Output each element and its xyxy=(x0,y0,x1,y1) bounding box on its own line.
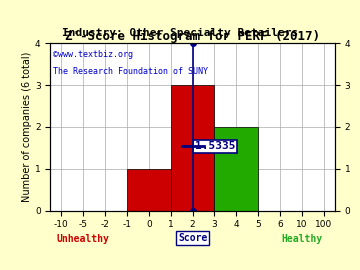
Bar xyxy=(127,169,171,211)
Text: Healthy: Healthy xyxy=(282,234,323,244)
Bar xyxy=(171,85,215,211)
Text: Score: Score xyxy=(178,233,207,243)
Text: 1.5335: 1.5335 xyxy=(195,141,235,151)
Text: Industry: Other Specialty Retailers: Industry: Other Specialty Retailers xyxy=(62,28,298,38)
Bar xyxy=(215,127,258,211)
Text: Unhealthy: Unhealthy xyxy=(57,234,110,244)
Y-axis label: Number of companies (6 total): Number of companies (6 total) xyxy=(22,52,32,202)
Text: ©www.textbiz.org: ©www.textbiz.org xyxy=(53,50,133,59)
Title: Z'-Score Histogram for PERF (2017): Z'-Score Histogram for PERF (2017) xyxy=(65,30,320,43)
Text: The Research Foundation of SUNY: The Research Foundation of SUNY xyxy=(53,67,208,76)
